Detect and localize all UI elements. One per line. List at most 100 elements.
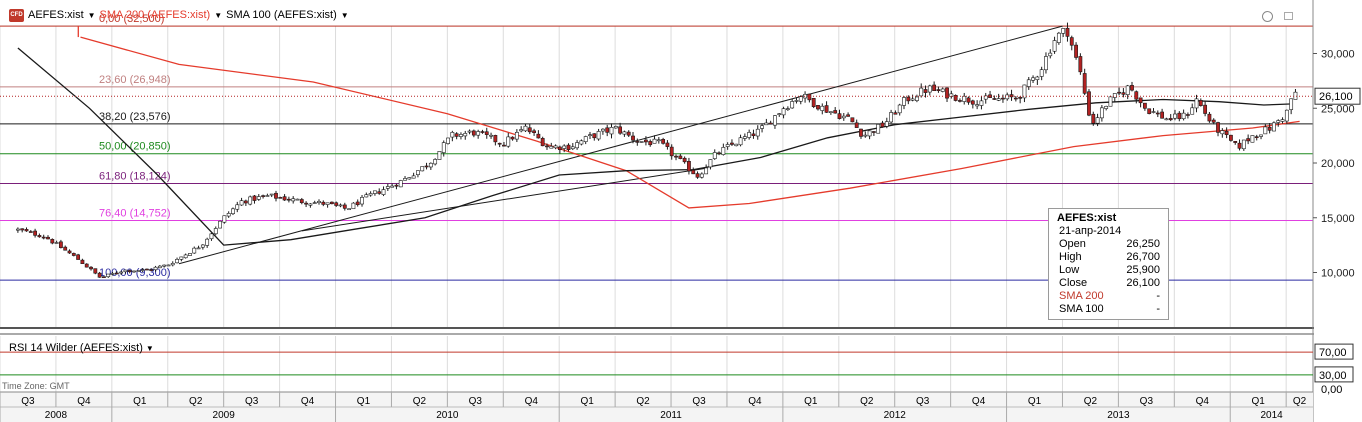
candle-body — [798, 96, 803, 102]
candle-body — [351, 202, 356, 210]
candle-body — [218, 220, 222, 229]
candle-body — [859, 128, 863, 137]
candle-body — [523, 125, 528, 132]
candle-body — [622, 131, 627, 135]
triangle-down-icon[interactable]: ▼ — [214, 10, 223, 20]
candle-body — [803, 93, 807, 99]
tooltip-label: High — [1059, 251, 1082, 263]
candle-body — [226, 213, 231, 217]
symbol-label[interactable]: AEFES:xist — [28, 9, 84, 21]
candle-body — [1130, 85, 1134, 91]
candle-body — [704, 167, 709, 175]
year-label: 2013 — [1107, 410, 1130, 421]
candle-body — [846, 114, 850, 117]
quarter-label: Q3 — [1140, 396, 1154, 407]
rsi-tick-label: 70,00 — [1319, 347, 1347, 359]
candle-body — [1177, 112, 1182, 120]
candle-body — [781, 108, 786, 116]
candle-body — [575, 142, 579, 149]
candle-body — [940, 88, 945, 92]
candle-body — [231, 208, 235, 215]
candle-body — [209, 233, 214, 240]
candle-body — [983, 95, 988, 100]
candle-body — [93, 268, 98, 274]
candle-body — [970, 100, 975, 105]
candle-body — [1216, 122, 1220, 133]
triangle-down-icon[interactable]: ▼ — [145, 344, 154, 353]
candle-body — [63, 246, 68, 251]
candle-body — [15, 228, 20, 231]
candle-body — [450, 132, 455, 138]
candle-body — [1035, 76, 1040, 80]
candle-body — [1026, 79, 1031, 87]
candle-body — [170, 263, 175, 266]
candle-body — [820, 105, 825, 111]
candle-body — [127, 270, 132, 273]
tooltip-row: SMA 100 - — [1057, 303, 1168, 316]
sma200-legend[interactable]: SMA 200 (AEFES:xist) — [99, 9, 211, 21]
candle-body — [1078, 56, 1083, 73]
candle-body — [24, 229, 29, 232]
candle-body — [1108, 96, 1113, 107]
candle-body — [286, 198, 291, 201]
candle-body — [1117, 91, 1121, 94]
tooltip-row: Low 25,900 — [1057, 264, 1168, 277]
quarter-label: Q2 — [1084, 396, 1098, 407]
triangle-down-icon[interactable]: ▼ — [340, 10, 349, 20]
tooltip-label: SMA 100 — [1059, 303, 1104, 315]
candle-body — [282, 196, 287, 201]
candle-body — [136, 270, 141, 272]
candle-body — [545, 145, 549, 148]
last-price-box — [1314, 87, 1361, 105]
trendlines[interactable] — [178, 25, 1063, 265]
candle-body — [1211, 119, 1216, 123]
window-icon[interactable] — [1284, 12, 1293, 20]
quarter-label: Q4 — [301, 396, 315, 407]
candle-body — [46, 236, 50, 240]
quarter-label: Q2 — [636, 396, 650, 407]
candle-body — [596, 131, 601, 140]
candle-body — [1254, 136, 1259, 138]
quarter-label: Q4 — [972, 396, 986, 407]
candle-body — [1018, 96, 1023, 99]
triangle-down-icon[interactable]: ▼ — [87, 10, 96, 20]
fib-label: 23,60 (26,948) — [99, 74, 171, 86]
candle-body — [1207, 113, 1212, 122]
y-tick-label: 15,000 — [1321, 213, 1355, 225]
candle-body — [747, 132, 752, 138]
candle-body — [502, 144, 506, 147]
sma100-legend[interactable]: SMA 100 (AEFES:xist) — [226, 9, 337, 21]
candle-body — [110, 273, 115, 275]
trendline — [301, 167, 705, 232]
candle-body — [278, 197, 283, 199]
candle-body — [609, 127, 614, 135]
tooltip-value: - — [1156, 290, 1160, 302]
year-label: 2010 — [436, 410, 459, 421]
quarter-label: Q2 — [189, 396, 203, 407]
clock-icon[interactable] — [1262, 11, 1273, 22]
candle-body — [385, 186, 390, 189]
tooltip-title: AEFES:xist — [1057, 212, 1117, 224]
candle-body — [398, 180, 403, 188]
y-tick-label: 20,000 — [1321, 158, 1355, 170]
candle-body — [1138, 97, 1143, 104]
candle-body — [114, 272, 119, 275]
quarter-label: Q4 — [748, 396, 762, 407]
candle-body — [785, 108, 790, 110]
candle-body — [1056, 32, 1061, 43]
candle-body — [760, 125, 764, 129]
candle-body — [557, 146, 562, 150]
rsi-legend[interactable]: RSI 14 Wilder (AEFES:xist) — [9, 342, 143, 354]
rsi-tick-label: 0,00 — [1321, 384, 1342, 396]
candle-body — [1112, 93, 1117, 98]
candle-body — [1099, 107, 1104, 119]
rsi-tick-label: 30,00 — [1319, 370, 1347, 382]
candle-body — [1267, 126, 1272, 131]
candle-body — [377, 191, 382, 194]
candle-body — [37, 235, 42, 238]
candle-body — [269, 193, 274, 196]
candle-body — [330, 201, 334, 205]
candle-body — [1190, 107, 1195, 115]
fib-label: 0,00 (32,500) — [99, 13, 164, 25]
